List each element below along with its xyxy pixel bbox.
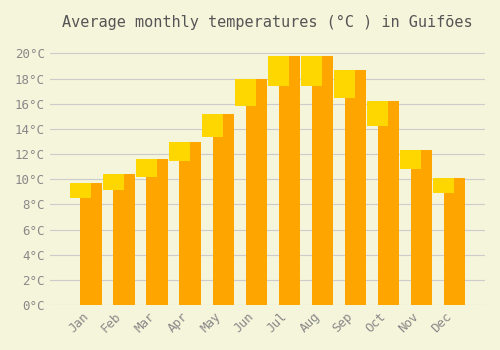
Bar: [433, 178, 454, 193]
Bar: [180, 141, 201, 305]
Bar: [136, 159, 157, 177]
Bar: [268, 56, 289, 86]
Bar: [344, 70, 366, 305]
Title: Average monthly temperatures (°C ) in Guifões: Average monthly temperatures (°C ) in Gu…: [62, 15, 472, 30]
Bar: [246, 79, 267, 305]
Bar: [410, 150, 432, 305]
Bar: [202, 114, 223, 137]
Bar: [378, 101, 399, 305]
Bar: [114, 174, 135, 305]
Bar: [334, 70, 355, 98]
Bar: [444, 178, 465, 305]
Bar: [367, 101, 388, 126]
Bar: [146, 159, 168, 305]
Bar: [278, 56, 300, 305]
Bar: [301, 56, 322, 86]
Bar: [312, 56, 333, 305]
Bar: [212, 114, 234, 305]
Bar: [235, 79, 256, 106]
Bar: [168, 141, 190, 161]
Bar: [70, 183, 91, 198]
Bar: [400, 150, 421, 169]
Bar: [102, 174, 124, 190]
Bar: [80, 183, 102, 305]
